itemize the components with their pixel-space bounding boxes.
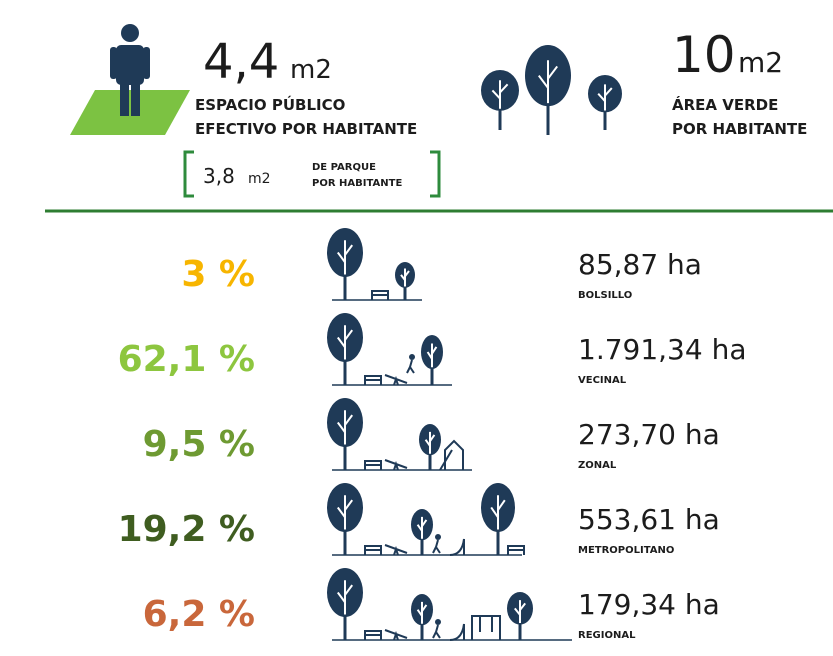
right-label: POR HABITANTE <box>672 120 807 138</box>
bench <box>371 290 389 300</box>
bench <box>364 460 382 470</box>
branches <box>424 431 436 454</box>
park-icon <box>327 313 452 386</box>
rows: 3 % 85,87 ha BOLSILLO 62,1 % 1.791,34 ha VECI… <box>118 228 747 641</box>
area: 85,87 ha <box>578 248 702 281</box>
figure <box>406 359 415 374</box>
park-icon <box>327 568 572 641</box>
left-unit: m2 <box>290 55 332 85</box>
right-label: ÁREA VERDE <box>672 95 778 114</box>
area: 273,70 ha <box>578 418 720 451</box>
sub-unit: m2 <box>248 171 271 187</box>
area: 553,61 ha <box>578 503 720 536</box>
bench <box>507 545 525 555</box>
bracket <box>183 150 441 198</box>
branches <box>336 410 354 445</box>
playhouse <box>439 439 464 471</box>
ramp <box>449 538 465 556</box>
branches <box>490 495 506 530</box>
swing <box>471 615 501 640</box>
percent: 19,2 % <box>118 509 255 550</box>
percent: 62,1 % <box>118 339 255 380</box>
area: 179,34 ha <box>578 588 720 621</box>
seesaw <box>384 374 408 386</box>
branches <box>538 60 558 104</box>
branches <box>597 84 613 111</box>
bench <box>364 375 382 385</box>
figure <box>409 354 415 360</box>
seesaw <box>384 544 408 556</box>
percent: 9,5 % <box>143 424 255 465</box>
branches <box>426 343 438 368</box>
branches <box>336 240 354 275</box>
branches <box>514 600 526 624</box>
branches <box>491 80 509 109</box>
right-value: 10 <box>672 26 736 84</box>
branches <box>336 325 354 360</box>
branches <box>416 516 428 539</box>
sub-label: POR HABITANTE <box>312 178 402 189</box>
park-type: VECINAL <box>578 375 627 386</box>
branches <box>416 601 428 624</box>
park-type: METROPOLITANO <box>578 545 674 556</box>
trees-icon <box>481 45 622 135</box>
left-label: ESPACIO PÚBLICO <box>195 95 345 114</box>
ramp <box>449 623 465 641</box>
figure <box>435 534 441 540</box>
seesaw <box>384 629 408 641</box>
bench <box>364 545 382 555</box>
left-label: EFECTIVO POR HABITANTE <box>195 120 417 138</box>
branches <box>336 495 354 530</box>
person-icon <box>110 24 150 116</box>
left-value: 4,4 <box>203 34 279 90</box>
percent: 6,2 % <box>143 594 255 635</box>
figure <box>432 539 441 554</box>
percent: 3 % <box>181 254 255 295</box>
figure <box>432 624 441 639</box>
park-type: ZONAL <box>578 460 617 471</box>
park-icon <box>327 398 472 471</box>
park-type: BOLSILLO <box>578 290 632 301</box>
park-icon <box>327 483 525 556</box>
figure <box>435 619 441 625</box>
seesaw <box>384 459 408 471</box>
park-icon <box>327 228 422 301</box>
area: 1.791,34 ha <box>578 333 747 366</box>
sub-label: DE PARQUE <box>312 162 376 173</box>
ground <box>70 90 190 135</box>
park-type: REGIONAL <box>578 630 636 641</box>
right-unit: m2 <box>738 46 783 79</box>
branches <box>400 268 410 287</box>
sub-value: 3,8 <box>203 164 235 188</box>
branches <box>336 580 354 615</box>
bench <box>364 630 382 640</box>
